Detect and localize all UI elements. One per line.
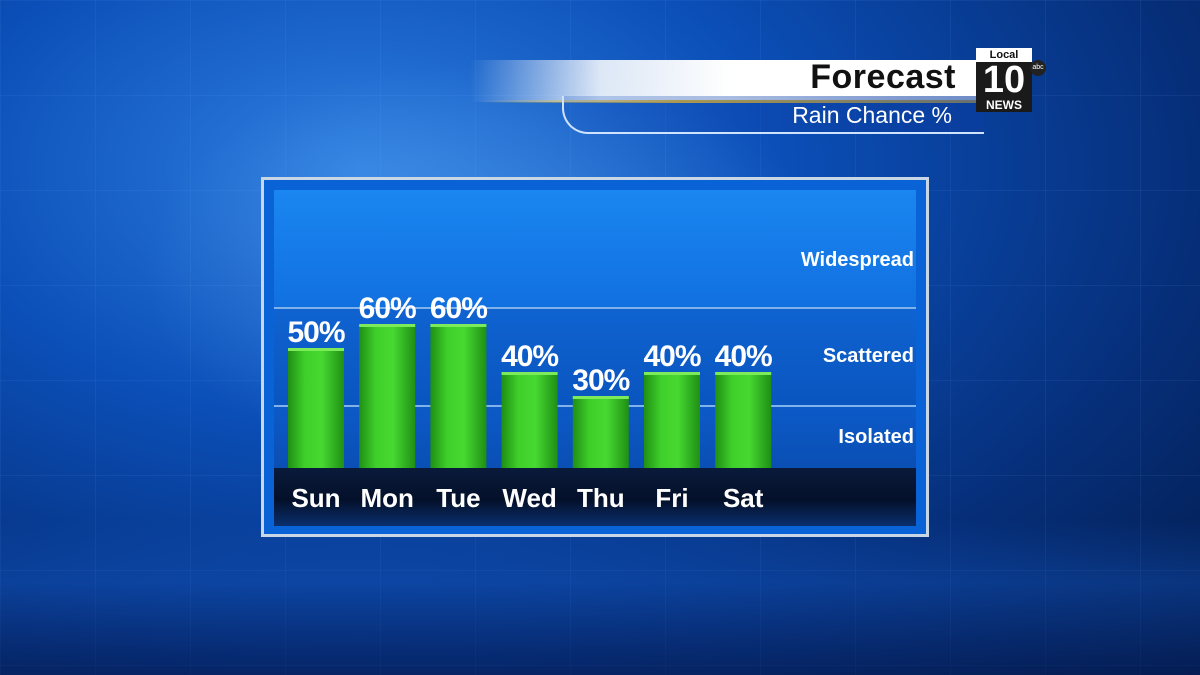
day-label-bar [274,468,916,526]
bar-cap-fri [644,372,700,375]
bar-cap-wed [501,372,558,375]
category-label-fri: Fri [655,483,688,513]
bar-sun [288,348,344,468]
category-label-sat: Sat [723,483,764,513]
header-banner [470,60,990,102]
bar-cap-mon [359,324,416,327]
logo-box [976,62,1032,98]
value-label-mon: 60% [359,292,416,325]
bar-cap-thu [572,396,629,399]
value-label-thu: 30% [572,364,629,397]
zone-label-widespread: Widespread [800,249,914,271]
zone-divider-upper [274,307,916,309]
chart-panel: Widespread Scattered Isolated 50% Sun 60% M… [261,177,929,537]
bar-tue [430,324,487,468]
logo-local-text: Local [976,48,1032,62]
value-label-sun: 50% [287,316,344,349]
logo-number: 10 [982,59,1026,101]
zone-label-scattered: Scattered [822,345,914,367]
station-logo: Local 10 NEWS abc [976,48,1046,114]
bar-cap-sun [288,348,344,351]
bar-wed [501,372,558,468]
value-label-fri: 40% [643,340,700,373]
rain-chance-chart: 50% Sun 60% Mon 60% Tue 40% Wed 30% Thu 40% Fri 40% S… [287,292,773,513]
value-label-tue: 60% [430,292,487,325]
subtitle-banner [562,96,984,134]
zone-label-isolated: Isolated [838,426,914,448]
background-floor [0,520,1200,675]
page-title: Forecast [810,58,956,96]
logo-news-text: NEWS [976,98,1032,112]
category-label-tue: Tue [436,483,480,513]
category-label-sun: Sun [291,483,340,513]
category-label-thu: Thu [577,483,625,513]
value-label-sat: 40% [715,340,772,373]
category-label-wed: Wed [502,483,556,513]
value-label-wed: 40% [501,340,558,373]
bar-thu [572,396,629,468]
bar-group: 50% Sun 60% Mon 60% Tue 40% Wed 30% Thu 40% Fri 40% S… [287,292,773,513]
bar-cap-sat [715,372,772,375]
category-label-mon: Mon [360,483,413,513]
chart-subtitle: Rain Chance % [792,102,952,128]
bar-sat [715,372,772,468]
bar-fri [644,372,700,468]
bar-mon [359,324,416,468]
abc-icon: abc [1030,60,1046,76]
bar-cap-tue [430,324,487,327]
zone-widespread [274,190,916,308]
